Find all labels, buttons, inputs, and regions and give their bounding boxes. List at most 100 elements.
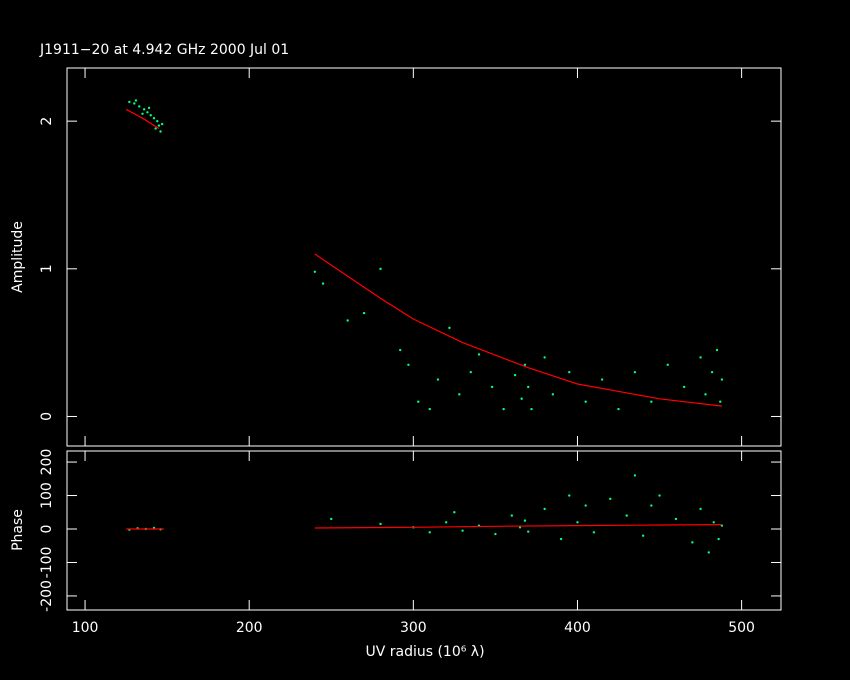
- data-point: [625, 514, 628, 517]
- y-tick-label: 2: [39, 117, 55, 126]
- data-point: [313, 270, 317, 273]
- data-point: [133, 102, 136, 105]
- data-point: [428, 407, 431, 411]
- data-point: [142, 108, 146, 111]
- data-point: [152, 117, 156, 120]
- data-point: [527, 385, 530, 389]
- data-point: [707, 551, 710, 554]
- x-tick-label: 500: [728, 620, 755, 636]
- data-point: [719, 400, 722, 403]
- data-point: [399, 348, 402, 352]
- data-point: [523, 519, 527, 522]
- model-line: [125, 108, 722, 407]
- data-point: [134, 99, 138, 102]
- chart-title: J1911−20 at 4.942 GHz 2000 Jul 01: [39, 42, 289, 58]
- data-point: [559, 537, 563, 541]
- data-point: [691, 541, 694, 544]
- data-point: [502, 407, 505, 411]
- data-point: [699, 356, 702, 359]
- data-point: [407, 363, 410, 366]
- data-point: [650, 504, 653, 507]
- data-point: [490, 385, 494, 389]
- x-tick-label: 400: [564, 620, 591, 636]
- y-tick-label: 1: [39, 264, 55, 273]
- data-point: [715, 348, 719, 352]
- data-point: [704, 393, 707, 396]
- data-point: [453, 511, 456, 514]
- data-point: [720, 378, 724, 381]
- data-point: [159, 130, 162, 133]
- data-point: [609, 497, 612, 501]
- data-point: [658, 494, 661, 497]
- data-point: [717, 537, 720, 541]
- data-point: [682, 385, 686, 389]
- data-point: [362, 311, 366, 315]
- y-axis-label: Amplitude: [10, 221, 26, 293]
- y-tick-label: 0: [39, 525, 55, 534]
- data-point: [494, 532, 497, 536]
- x-axis-label: UV radius (10⁶ λ): [365, 644, 484, 660]
- data-point: [154, 127, 157, 130]
- data-point: [518, 526, 522, 529]
- data-point: [513, 373, 517, 377]
- data-point: [633, 370, 637, 374]
- data-point: [448, 326, 451, 330]
- data-point: [346, 319, 349, 322]
- data-point: [157, 124, 161, 127]
- y-axis-label: Phase: [10, 509, 26, 551]
- x-tick-label: 100: [72, 620, 99, 636]
- data-point: [712, 521, 715, 524]
- data-point: [461, 529, 464, 532]
- data-point: [428, 531, 431, 534]
- data-point: [530, 407, 533, 411]
- data-point: [436, 378, 440, 381]
- y-tick-label: -100: [39, 547, 55, 579]
- data-point: [650, 400, 653, 403]
- data-point: [161, 122, 164, 126]
- data-point: [568, 494, 571, 497]
- data-point: [141, 112, 144, 115]
- data-point: [458, 393, 461, 396]
- data-point: [444, 521, 448, 524]
- data-point: [592, 531, 596, 534]
- y-tick-label: 100: [39, 482, 55, 509]
- y-tick-label: 200: [39, 449, 55, 476]
- data-point: [674, 517, 678, 521]
- data-point: [584, 400, 587, 403]
- data-point: [379, 522, 382, 526]
- data-point: [379, 267, 382, 271]
- data-point: [699, 507, 702, 511]
- data-point: [543, 356, 546, 359]
- data-point: [576, 521, 579, 524]
- data-point: [321, 282, 325, 285]
- data-point: [633, 474, 637, 477]
- data-point: [469, 370, 472, 374]
- x-tick-label: 300: [400, 620, 427, 636]
- data-point: [510, 514, 514, 517]
- data-point: [147, 106, 151, 110]
- y-tick-label: 0: [39, 412, 55, 421]
- data-point: [149, 114, 152, 117]
- data-point: [543, 507, 546, 511]
- data-point: [138, 105, 141, 108]
- data-point: [527, 530, 530, 533]
- data-point: [146, 111, 149, 114]
- data-point: [568, 370, 571, 374]
- data-point: [666, 363, 669, 366]
- plot-frame: [66, 450, 782, 611]
- data-point: [523, 363, 527, 366]
- model-line: [126, 524, 722, 530]
- data-point: [551, 393, 555, 396]
- data-point: [520, 397, 523, 400]
- x-tick-label: 200: [236, 620, 263, 636]
- data-point: [477, 353, 481, 356]
- data-point: [584, 504, 587, 507]
- data-point: [330, 517, 333, 521]
- data-point: [617, 407, 620, 411]
- y-tick-label: -200: [39, 580, 55, 612]
- data-point: [417, 400, 420, 403]
- data-point: [641, 534, 645, 537]
- data-point: [600, 378, 604, 381]
- data-point: [710, 370, 714, 374]
